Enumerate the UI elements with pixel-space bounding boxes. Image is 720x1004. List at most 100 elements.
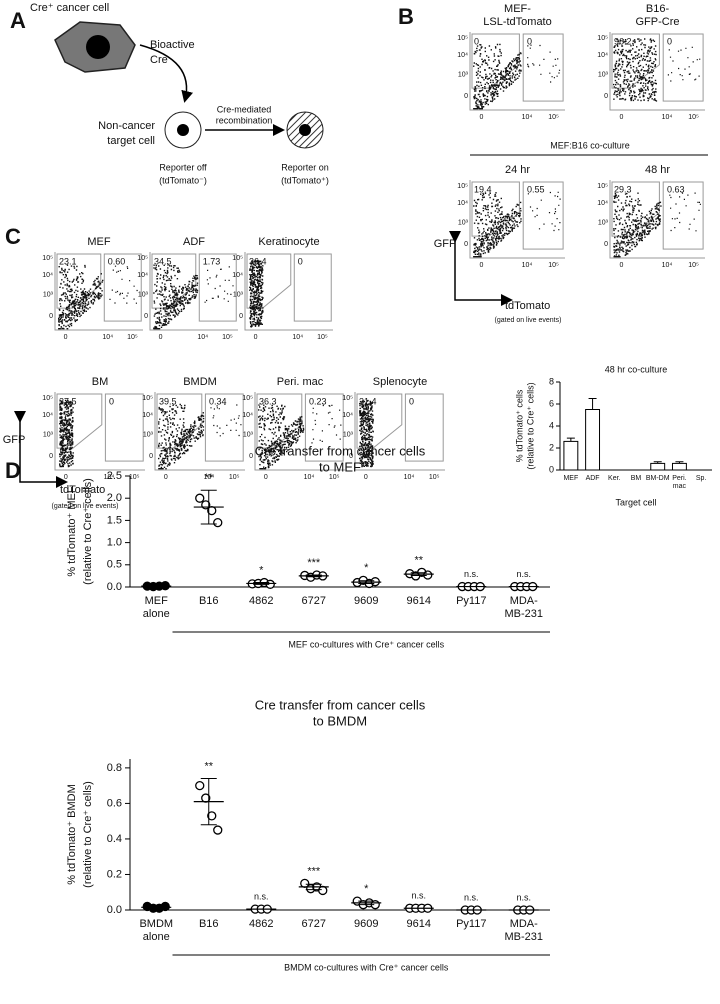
significance: ** — [204, 760, 213, 772]
gate — [404, 393, 444, 462]
gate — [104, 393, 144, 462]
plot-title: MEF- — [504, 3, 531, 15]
x-tick-label: 0 — [264, 474, 268, 481]
y-tick-label: 10⁵ — [142, 395, 153, 402]
bar — [563, 440, 579, 471]
event-cloud — [158, 403, 242, 470]
y-axis-label: (relative to Cre⁺ cells) — [82, 781, 94, 888]
gate-value: 0 — [474, 36, 479, 46]
gate-value: 39.5 — [159, 396, 177, 406]
plot-frame — [54, 252, 143, 331]
x-tick-label: Py117 — [456, 595, 486, 607]
significance: *** — [307, 557, 321, 569]
x-tick-label: 9614 — [407, 918, 431, 930]
y-tick-label: 0.2 — [107, 868, 122, 880]
event-cloud — [258, 404, 342, 470]
error-bar — [148, 585, 165, 588]
gate — [471, 181, 520, 237]
y-axis-label: % tdTomato⁺ BMDM — [66, 784, 78, 885]
gate-value: 36.3 — [259, 396, 277, 406]
x-tick-label: B16 — [199, 918, 219, 930]
y-tick-label: 0.8 — [107, 762, 122, 774]
y-tick-label: 10⁵ — [42, 255, 53, 262]
event-cloud — [59, 399, 74, 468]
y-axis-label: (relative to Cre⁺ cells) — [82, 478, 94, 585]
gate-value: 0.55 — [527, 184, 545, 194]
error-bar — [148, 905, 165, 909]
y-tick-label: 10³ — [458, 220, 469, 227]
y-tick-label: 0.0 — [107, 904, 122, 916]
x-tick-label: 10⁵ — [129, 474, 140, 481]
group-label: BMDM co-cultures with Cre⁺ cancer cells — [284, 962, 449, 972]
error-bar — [253, 582, 270, 585]
chart-title: to MEF — [319, 459, 361, 474]
y-tick-label: 10⁵ — [342, 395, 353, 402]
y-tick-label: 0 — [149, 453, 153, 460]
error-bar — [653, 461, 662, 464]
error-bar — [358, 580, 375, 584]
label: Bioactive — [150, 39, 195, 51]
x-tick-label: 0 — [64, 474, 68, 481]
gate-value: 0.23 — [309, 396, 327, 406]
x-tick-label: BM — [631, 475, 642, 482]
plot-frame — [54, 392, 145, 471]
x-tick-label: 10⁴ — [522, 114, 533, 121]
x-tick-label: 0 — [164, 474, 168, 481]
y-tick-label: 10³ — [598, 72, 609, 79]
panel-label: B — [398, 4, 414, 29]
y-tick-label: 0.5 — [107, 559, 122, 571]
y-tick-label: 0 — [239, 313, 243, 320]
x-tick-label: 0 — [159, 334, 163, 341]
y-tick-label: 10⁵ — [42, 395, 53, 402]
plot-title: 24 hr — [505, 164, 530, 176]
y-tick-label: 10⁴ — [342, 412, 353, 419]
x-tick-label: 10⁵ — [688, 114, 699, 121]
event-cloud — [58, 264, 138, 330]
y-tick-label: 10³ — [233, 292, 244, 299]
y-tick-label: 10⁴ — [597, 200, 608, 207]
y-tick-label: 0 — [604, 93, 608, 100]
gate-value: 0 — [409, 396, 414, 406]
y-tick-label: 0 — [49, 313, 53, 320]
plot-frame — [354, 392, 445, 471]
event-cloud — [473, 191, 561, 258]
x-tick-label: 10⁴ — [404, 474, 415, 481]
label: tdTomato — [60, 484, 105, 496]
error-bar — [305, 574, 322, 578]
x-tick-label: 10⁵ — [229, 474, 240, 481]
y-tick-label: 10⁴ — [457, 200, 468, 207]
plot-frame — [244, 252, 333, 331]
y-tick-label: 2.0 — [107, 492, 122, 504]
event-cloud — [153, 264, 234, 330]
gate — [151, 253, 197, 309]
x-tick-label: 0 — [364, 474, 368, 481]
significance: *** — [307, 865, 321, 877]
gate — [522, 33, 564, 102]
significance: * — [364, 562, 369, 574]
event-cloud — [249, 259, 264, 328]
x-tick-label: MDA-MB-231 — [504, 595, 543, 620]
x-tick-label: 4862 — [249, 595, 273, 607]
chart-title: to BMDM — [313, 713, 367, 728]
y-tick-label: 10⁵ — [597, 183, 608, 190]
gate — [611, 181, 660, 237]
x-tick-label: 0 — [619, 262, 623, 269]
data-point — [195, 493, 205, 503]
x-tick-label: 10⁴ — [197, 334, 208, 341]
plot-frame — [469, 180, 565, 259]
x-tick-label: 10⁴ — [662, 262, 673, 269]
error-bar — [588, 398, 597, 410]
x-tick-label: 0 — [64, 334, 68, 341]
label: Reporter on — [281, 162, 329, 172]
plot-title: BM — [92, 376, 109, 388]
y-tick-label: 10⁴ — [42, 412, 53, 419]
x-tick-label: 10⁴ — [662, 114, 673, 121]
panel-label: C — [5, 224, 21, 249]
y-tick-label: 0 — [464, 241, 468, 248]
x-tick-label: 10⁵ — [127, 334, 138, 341]
gate-value: 23.1 — [59, 256, 77, 266]
axis-arrow — [449, 231, 513, 306]
gate — [293, 253, 332, 322]
x-tick-label: 10⁴ — [102, 334, 113, 341]
